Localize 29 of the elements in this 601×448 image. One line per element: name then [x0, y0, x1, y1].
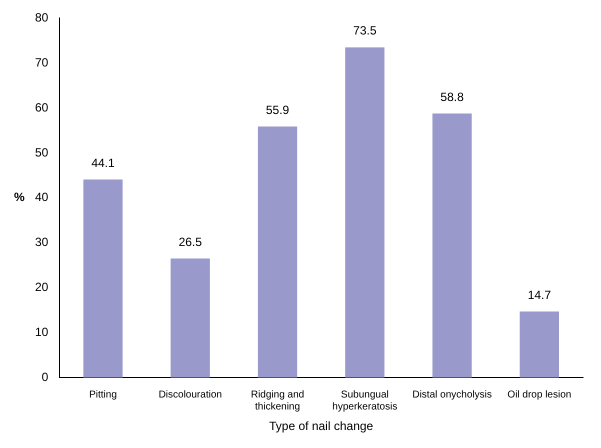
data-label: 14.7	[528, 288, 552, 302]
x-tick-label: Subungual hyperkeratosis	[332, 389, 398, 412]
y-tick-label: 50	[34, 145, 49, 160]
bar	[170, 258, 210, 378]
y-tick-label: 0	[42, 370, 49, 384]
data-label: 44.1	[91, 156, 115, 170]
y-tick-label: 60	[34, 100, 49, 114]
y-tick-label: 70	[34, 55, 49, 70]
data-label: 26.5	[178, 234, 202, 249]
data-label: 58.8	[440, 90, 464, 104]
y-tick-label: 10	[34, 324, 49, 339]
x-tick-label: Ridging and thickening	[250, 389, 304, 412]
x-tick-label: Oil drop lesion	[507, 389, 572, 400]
bar	[83, 179, 123, 378]
bar	[432, 113, 472, 378]
data-label: 73.5	[353, 24, 377, 38]
y-axis-title: %	[14, 190, 25, 204]
bar	[520, 312, 559, 378]
y-tick-label: 20	[34, 280, 49, 294]
bar	[258, 126, 298, 378]
x-axis-title: Type of nail change	[269, 419, 374, 434]
x-tick-label: Discolouration	[158, 389, 222, 400]
x-tick-label: Distal onycholysis	[412, 389, 492, 400]
y-tick-label: 40	[34, 190, 49, 204]
y-tick-label: 80	[34, 10, 49, 25]
bar	[345, 47, 384, 378]
data-label: 55.9	[266, 102, 290, 117]
y-tick-label: 30	[34, 235, 49, 250]
x-tick-label: Pitting	[89, 389, 117, 400]
